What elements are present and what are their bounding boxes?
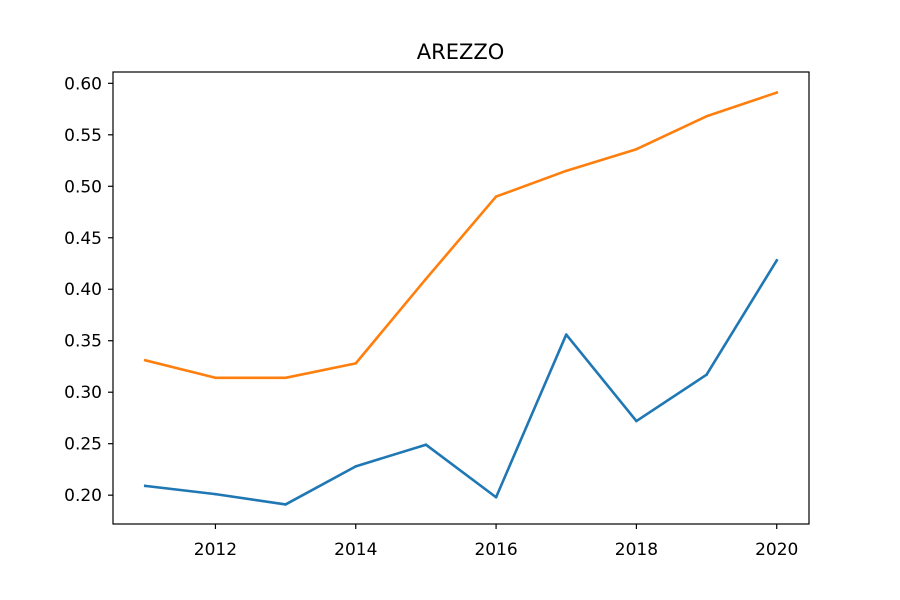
y-tick-label: 0.30	[64, 383, 102, 403]
series-2-point	[424, 277, 428, 281]
y-axis-ticks: 0.20 0.25 0.30 0.35 0.40 0.45 0.50 0.55 0.60	[64, 74, 113, 506]
series-1-point	[214, 492, 217, 496]
series-1-point	[494, 495, 498, 499]
y-tick-label: 0.60	[64, 74, 102, 94]
series-2-point	[705, 114, 708, 118]
series-1-point	[143, 484, 147, 488]
x-tick-label: 2018	[615, 540, 658, 560]
series-2-point	[284, 376, 287, 380]
series-layer	[143, 90, 779, 506]
series-1-point	[284, 503, 287, 506]
series-1-point	[354, 465, 358, 468]
series-1-point	[635, 419, 638, 423]
chart-title: AREZZO	[417, 40, 505, 64]
x-axis-ticks: 2012 2014 2016 2018 2020	[194, 524, 798, 560]
plot-area-frame	[112, 71, 810, 525]
series-2-point	[494, 195, 498, 198]
x-tick-label: 2016	[474, 540, 517, 560]
y-tick-label: 0.20	[64, 486, 102, 506]
series-1-point	[424, 443, 428, 447]
series-2-point	[354, 362, 358, 365]
series-2-point	[775, 91, 779, 94]
y-tick-label: 0.50	[64, 177, 102, 197]
series-2-point	[635, 147, 638, 151]
series-1-point	[564, 333, 568, 336]
x-tick-label: 2020	[755, 540, 798, 560]
series-line-2	[143, 90, 779, 380]
y-tick-label: 0.35	[64, 332, 102, 352]
x-tick-label: 2014	[334, 540, 377, 560]
series-2-point	[143, 358, 147, 362]
y-tick-label: 0.55	[64, 126, 102, 146]
series-2-point	[214, 376, 217, 380]
series-line-1	[143, 258, 779, 506]
series-1-point	[705, 373, 708, 377]
series-2-point	[564, 169, 568, 173]
y-tick-label: 0.25	[64, 435, 102, 455]
x-tick-label: 2012	[194, 540, 237, 560]
y-tick-label: 0.45	[64, 229, 102, 249]
y-tick-label: 0.40	[64, 280, 102, 300]
series-1-point	[775, 259, 779, 262]
